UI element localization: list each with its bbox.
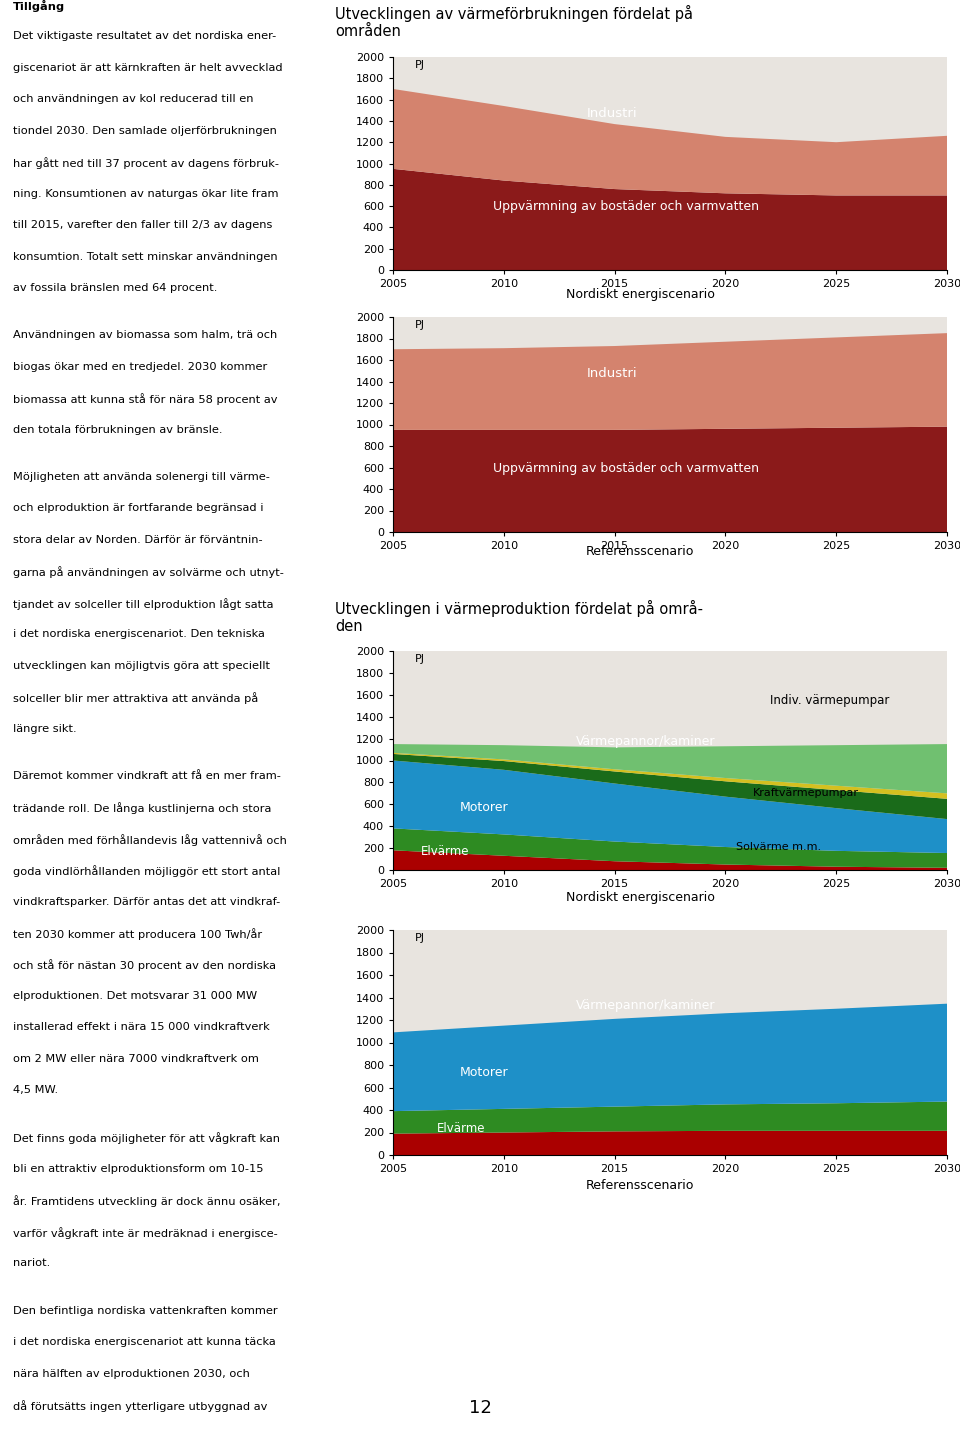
Text: Motorer: Motorer — [460, 801, 508, 814]
Text: PJ: PJ — [415, 934, 425, 944]
Text: Användningen av biomassa som halm, trä och: Användningen av biomassa som halm, trä o… — [12, 330, 277, 340]
Text: och elproduktion är fortfarande begränsad i: och elproduktion är fortfarande begränsa… — [12, 503, 263, 513]
Text: områden med förhållandevis låg vattennivå och: områden med förhållandevis låg vattenniv… — [12, 834, 287, 845]
Text: Tillgång: Tillgång — [12, 0, 65, 11]
Text: Det finns goda möjligheter för att vågkraft kan: Det finns goda möjligheter för att vågkr… — [12, 1133, 279, 1144]
Text: garna på användningen av solvärme och utnyt-: garna på användningen av solvärme och ut… — [12, 566, 283, 578]
Text: Uppvärmning av bostäder och varmvatten: Uppvärmning av bostäder och varmvatten — [492, 200, 758, 213]
Text: av fossila bränslen med 64 procent.: av fossila bränslen med 64 procent. — [12, 283, 217, 293]
Text: Utvecklingen av värmeförbrukningen fördelat på
områden: Utvecklingen av värmeförbrukningen förde… — [335, 4, 693, 40]
Text: om 2 MW eller nära 7000 vindkraftverk om: om 2 MW eller nära 7000 vindkraftverk om — [12, 1054, 258, 1064]
Text: Indiv. värmepumpar: Indiv. värmepumpar — [770, 694, 889, 706]
Text: i det nordiska energiscenariot. Den tekniska: i det nordiska energiscenariot. Den tekn… — [12, 629, 265, 639]
Text: 4,5 MW.: 4,5 MW. — [12, 1085, 58, 1095]
Text: och användningen av kol reducerad till en: och användningen av kol reducerad till e… — [12, 94, 253, 104]
Text: solceller blir mer attraktiva att använda på: solceller blir mer attraktiva att använd… — [12, 692, 258, 704]
Text: har gått ned till 37 procent av dagens förbruk-: har gått ned till 37 procent av dagens f… — [12, 157, 278, 169]
Text: Industri: Industri — [587, 107, 637, 120]
Text: Nordiskt energiscenario: Nordiskt energiscenario — [565, 287, 714, 300]
Text: giscenariot är att kärnkraften är helt avvecklad: giscenariot är att kärnkraften är helt a… — [12, 63, 282, 73]
Text: ten 2030 kommer att producera 100 Twh/år: ten 2030 kommer att producera 100 Twh/år — [12, 928, 262, 940]
Text: Värmepannor/kaminer: Värmepannor/kaminer — [576, 998, 715, 1012]
Text: konsumtion. Totalt sett minskar användningen: konsumtion. Totalt sett minskar användni… — [12, 252, 277, 262]
Text: Elvärme: Elvärme — [438, 1123, 486, 1135]
Text: Uppvärmning av bostäder och varmvatten: Uppvärmning av bostäder och varmvatten — [492, 462, 758, 475]
Text: Motorer: Motorer — [460, 1067, 508, 1080]
Text: installerad effekt i nära 15 000 vindkraftverk: installerad effekt i nära 15 000 vindkra… — [12, 1022, 270, 1032]
Text: Nordiskt energiscenario: Nordiskt energiscenario — [565, 891, 714, 904]
Text: PJ: PJ — [415, 655, 425, 665]
Text: 12: 12 — [468, 1399, 492, 1417]
Text: ning. Konsumtionen av naturgas ökar lite fram: ning. Konsumtionen av naturgas ökar lite… — [12, 189, 278, 199]
Text: vindkraftsparker. Därför antas det att vindkraf-: vindkraftsparker. Därför antas det att v… — [12, 897, 280, 907]
Text: varför vågkraft inte är medräknad i energisce-: varför vågkraft inte är medräknad i ener… — [12, 1227, 277, 1238]
Text: elproduktionen. Det motsvarar 31 000 MW: elproduktionen. Det motsvarar 31 000 MW — [12, 991, 257, 1001]
Text: PJ: PJ — [415, 320, 425, 330]
Text: Industri: Industri — [587, 368, 637, 380]
Text: Det viktigaste resultatet av det nordiska ener-: Det viktigaste resultatet av det nordisk… — [12, 31, 276, 41]
Text: goda vindlörhållanden möjliggör ett stort antal: goda vindlörhållanden möjliggör ett stor… — [12, 865, 280, 877]
Text: Däremot kommer vindkraft att få en mer fram-: Däremot kommer vindkraft att få en mer f… — [12, 771, 280, 781]
Text: Elvärme: Elvärme — [420, 845, 469, 858]
Text: trädande roll. De långa kustlinjerna och stora: trädande roll. De långa kustlinjerna och… — [12, 802, 271, 814]
Text: då förutsätts ingen ytterligare utbyggnad av: då förutsätts ingen ytterligare utbyggna… — [12, 1400, 267, 1411]
Text: stora delar av Norden. Därför är förväntnin-: stora delar av Norden. Därför är förvänt… — [12, 535, 262, 545]
Text: Referensscenario: Referensscenario — [586, 1178, 694, 1193]
Text: Kraftvärmepumpar: Kraftvärmepumpar — [753, 788, 859, 798]
Text: tiondel 2030. Den samlade oljerförbrukningen: tiondel 2030. Den samlade oljerförbrukni… — [12, 126, 276, 136]
Text: Utvecklingen i värmeproduktion fördelat på områ-
den: Utvecklingen i värmeproduktion fördelat … — [335, 601, 703, 635]
Text: biomassa att kunna stå för nära 58 procent av: biomassa att kunna stå för nära 58 proce… — [12, 393, 277, 405]
Text: Värmepannor/kaminer: Värmepannor/kaminer — [576, 735, 715, 748]
Text: Solvärme m.m.: Solvärme m.m. — [736, 842, 822, 852]
Text: tjandet av solceller till elproduktion lågt satta: tjandet av solceller till elproduktion l… — [12, 598, 274, 609]
Text: Referensscenario: Referensscenario — [586, 545, 694, 558]
Text: till 2015, varefter den faller till 2/3 av dagens: till 2015, varefter den faller till 2/3 … — [12, 220, 273, 230]
Text: i det nordiska energiscenariot att kunna täcka: i det nordiska energiscenariot att kunna… — [12, 1337, 276, 1347]
Text: nariot.: nariot. — [12, 1258, 50, 1268]
Text: nära hälften av elproduktionen 2030, och: nära hälften av elproduktionen 2030, och — [12, 1369, 250, 1379]
Text: och stå för nästan 30 procent av den nordiska: och stå för nästan 30 procent av den nor… — [12, 960, 276, 971]
Text: bli en attraktiv elproduktionsform om 10-15: bli en attraktiv elproduktionsform om 10… — [12, 1164, 263, 1174]
Text: år. Framtidens utveckling är dock ännu osäker,: år. Framtidens utveckling är dock ännu o… — [12, 1195, 280, 1207]
Text: den totala förbrukningen av bränsle.: den totala förbrukningen av bränsle. — [12, 425, 223, 435]
Text: längre sikt.: längre sikt. — [12, 724, 77, 734]
Text: PJ: PJ — [415, 60, 425, 70]
Text: biogas ökar med en tredjedel. 2030 kommer: biogas ökar med en tredjedel. 2030 komme… — [12, 362, 267, 372]
Text: Möjligheten att använda solenergi till värme-: Möjligheten att använda solenergi till v… — [12, 472, 270, 482]
Text: Den befintliga nordiska vattenkraften kommer: Den befintliga nordiska vattenkraften ko… — [12, 1306, 277, 1316]
Text: utvecklingen kan möjligtvis göra att speciellt: utvecklingen kan möjligtvis göra att spe… — [12, 661, 270, 671]
